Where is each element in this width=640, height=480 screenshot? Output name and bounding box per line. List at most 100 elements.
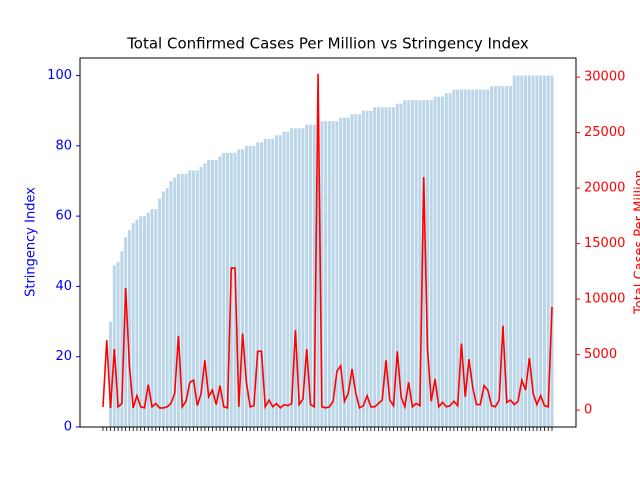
bar bbox=[316, 124, 320, 428]
bar bbox=[546, 75, 550, 428]
bar bbox=[210, 159, 214, 427]
bar bbox=[244, 145, 248, 427]
bar bbox=[131, 223, 135, 427]
bar bbox=[327, 121, 331, 427]
y2-tick-label: 10000 bbox=[584, 292, 625, 307]
bar bbox=[139, 216, 143, 427]
bar bbox=[399, 103, 403, 427]
bar bbox=[437, 96, 441, 428]
bar bbox=[373, 107, 377, 427]
bar bbox=[490, 86, 494, 427]
bar bbox=[192, 170, 196, 427]
bar bbox=[263, 138, 267, 428]
y-tick-label: 40 bbox=[55, 279, 72, 294]
bar bbox=[320, 121, 324, 427]
bar bbox=[539, 75, 543, 428]
bar bbox=[392, 107, 396, 427]
bar bbox=[165, 188, 169, 427]
bar bbox=[542, 75, 546, 428]
chart-title: Total Confirmed Cases Per Million vs Str… bbox=[126, 35, 529, 53]
bar bbox=[222, 152, 226, 427]
bar bbox=[335, 121, 339, 427]
bar bbox=[505, 86, 509, 427]
bar bbox=[199, 166, 203, 427]
bar bbox=[180, 173, 184, 427]
bar bbox=[124, 237, 128, 427]
bar bbox=[150, 209, 154, 427]
bar bbox=[154, 209, 158, 427]
bar bbox=[486, 89, 490, 427]
bar bbox=[369, 110, 373, 427]
bar bbox=[463, 89, 467, 427]
bar bbox=[293, 128, 297, 428]
bar bbox=[226, 152, 230, 427]
bar bbox=[395, 103, 399, 427]
bar bbox=[207, 159, 211, 427]
bar bbox=[516, 75, 520, 428]
bar bbox=[459, 89, 463, 427]
bar bbox=[188, 170, 192, 427]
bar bbox=[433, 96, 437, 428]
y-tick-label: 0 bbox=[64, 420, 72, 435]
bar bbox=[376, 107, 380, 427]
bar bbox=[342, 117, 346, 427]
bar bbox=[425, 100, 429, 428]
bar bbox=[365, 110, 369, 427]
bar bbox=[282, 131, 286, 428]
bar bbox=[448, 93, 452, 428]
bar bbox=[444, 93, 448, 428]
bar bbox=[452, 89, 456, 427]
bar bbox=[429, 100, 433, 428]
bar bbox=[256, 142, 260, 428]
bar bbox=[324, 121, 328, 427]
bar bbox=[278, 135, 282, 428]
bar bbox=[384, 107, 388, 427]
y2-tick-label: 20000 bbox=[584, 181, 625, 196]
bar bbox=[346, 117, 350, 427]
bar bbox=[146, 212, 150, 427]
bar bbox=[475, 89, 479, 427]
bar bbox=[158, 198, 162, 427]
bar bbox=[112, 265, 116, 427]
y-tick-label: 20 bbox=[55, 349, 72, 364]
bar bbox=[331, 121, 335, 427]
bar bbox=[109, 321, 113, 427]
bar bbox=[350, 114, 354, 427]
bar bbox=[531, 75, 535, 428]
bar bbox=[422, 100, 426, 428]
bar bbox=[275, 135, 279, 428]
bar bbox=[467, 89, 471, 427]
bar bbox=[218, 156, 222, 427]
bar bbox=[441, 96, 445, 428]
bar bbox=[508, 86, 513, 427]
bar bbox=[271, 138, 275, 428]
bar bbox=[414, 100, 418, 428]
y2-tick-label: 30000 bbox=[584, 70, 625, 85]
bar bbox=[403, 100, 407, 428]
bar bbox=[237, 149, 241, 427]
bar bbox=[410, 100, 414, 428]
bar bbox=[535, 75, 539, 428]
bar bbox=[478, 89, 482, 427]
bar bbox=[493, 86, 497, 427]
bar bbox=[309, 124, 313, 428]
bar bbox=[312, 124, 316, 428]
y-tick-label: 60 bbox=[55, 209, 72, 224]
bar bbox=[482, 89, 486, 427]
y2-tick-label: 25000 bbox=[584, 125, 625, 140]
y2-tick-label: 5000 bbox=[584, 347, 617, 362]
bar bbox=[116, 261, 120, 427]
bar bbox=[120, 251, 124, 427]
bar bbox=[259, 142, 263, 428]
bar bbox=[290, 128, 294, 428]
bar bbox=[380, 107, 384, 427]
bar bbox=[135, 219, 139, 427]
bar bbox=[252, 145, 256, 427]
bar bbox=[407, 100, 411, 428]
bar bbox=[501, 86, 505, 427]
bar bbox=[418, 100, 422, 428]
bar bbox=[550, 75, 554, 428]
bar bbox=[354, 114, 358, 427]
y-axis-label: Stringency Index bbox=[24, 187, 39, 297]
